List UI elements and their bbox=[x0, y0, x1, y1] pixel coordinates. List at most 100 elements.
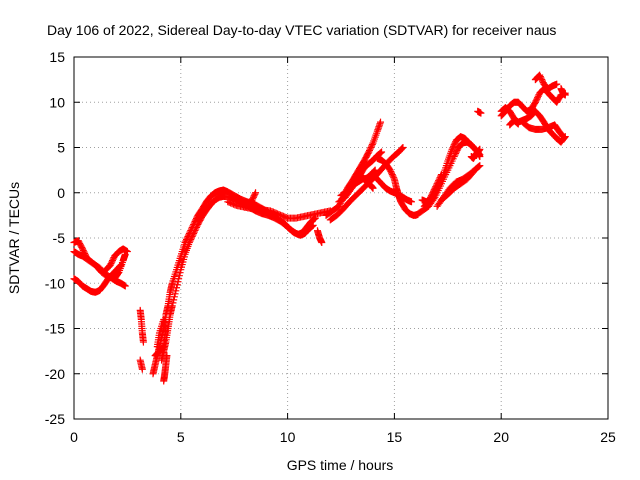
data-point bbox=[365, 148, 373, 156]
x-tick-label: 15 bbox=[387, 429, 403, 445]
data-point bbox=[176, 269, 184, 277]
data-point bbox=[513, 119, 521, 127]
data-point bbox=[378, 148, 386, 156]
data-point bbox=[109, 255, 117, 263]
data-point bbox=[158, 344, 166, 352]
data-point bbox=[553, 80, 561, 88]
data-point bbox=[368, 140, 376, 148]
data-point bbox=[187, 234, 195, 242]
y-tick-label: -20 bbox=[45, 366, 65, 382]
data-point bbox=[468, 169, 476, 177]
data-point bbox=[449, 142, 457, 150]
data-point bbox=[514, 119, 522, 127]
data-point bbox=[247, 198, 255, 206]
data-point bbox=[387, 168, 395, 176]
data-point bbox=[389, 172, 397, 180]
data-point bbox=[450, 141, 458, 149]
data-point bbox=[251, 190, 259, 198]
data-point bbox=[435, 177, 443, 185]
data-point bbox=[538, 76, 546, 84]
data-point bbox=[474, 163, 482, 171]
y-tick-label: 5 bbox=[57, 140, 65, 156]
data-point bbox=[434, 178, 442, 186]
data-point bbox=[537, 74, 545, 82]
chart-title: Day 106 of 2022, Sidereal Day-to-day VTE… bbox=[47, 22, 556, 38]
data-point bbox=[377, 118, 385, 126]
data-point bbox=[448, 145, 456, 153]
data-point bbox=[536, 71, 544, 79]
data-point bbox=[386, 166, 394, 174]
data-point bbox=[79, 245, 87, 253]
data-point bbox=[170, 296, 178, 304]
x-tick-label: 10 bbox=[280, 429, 296, 445]
data-point bbox=[432, 181, 440, 189]
data-point bbox=[388, 171, 396, 179]
data-point bbox=[163, 352, 171, 360]
data-point bbox=[249, 193, 257, 201]
data-point bbox=[107, 260, 115, 268]
y-axis-ticks: -25 -20 -15 -10 -5 0 5 10 15 bbox=[45, 49, 608, 427]
data-point bbox=[192, 225, 200, 233]
data-point bbox=[169, 299, 177, 307]
data-point bbox=[173, 281, 181, 289]
data-point bbox=[116, 263, 124, 271]
data-point bbox=[432, 183, 440, 191]
data-point bbox=[534, 94, 542, 102]
data-point bbox=[369, 184, 377, 192]
data-point bbox=[367, 144, 375, 151]
data-point bbox=[318, 239, 326, 247]
data-point bbox=[469, 168, 477, 176]
data-point bbox=[106, 261, 114, 269]
data-point bbox=[398, 144, 406, 152]
data-point bbox=[173, 284, 181, 292]
data-point bbox=[159, 343, 167, 351]
data-point bbox=[426, 195, 434, 203]
y-tick-label: -5 bbox=[53, 230, 66, 246]
data-point bbox=[532, 97, 540, 105]
data-point bbox=[398, 145, 406, 153]
y-tick-label: 15 bbox=[49, 49, 65, 65]
data-point bbox=[116, 262, 124, 270]
y-tick-label: -25 bbox=[45, 411, 65, 427]
data-point bbox=[451, 139, 459, 147]
data-point bbox=[429, 189, 437, 197]
data-point bbox=[430, 187, 438, 195]
data-point bbox=[108, 258, 116, 266]
data-point bbox=[189, 231, 197, 239]
data-point bbox=[450, 153, 458, 161]
data-point bbox=[153, 343, 161, 351]
data-point bbox=[175, 272, 183, 280]
x-tick-label: 20 bbox=[493, 429, 509, 445]
data-point bbox=[252, 189, 260, 197]
data-point bbox=[191, 226, 199, 234]
x-tick-label: 25 bbox=[600, 429, 616, 445]
data-point bbox=[435, 175, 443, 183]
data-point bbox=[377, 149, 385, 157]
data-point bbox=[190, 229, 198, 237]
data-point bbox=[476, 162, 484, 170]
data-point bbox=[437, 171, 445, 179]
x-axis-ticks: 0 5 10 15 20 25 bbox=[70, 57, 616, 445]
data-point bbox=[108, 257, 116, 265]
data-point bbox=[534, 92, 542, 100]
data-point bbox=[186, 237, 194, 245]
data-point bbox=[371, 166, 379, 174]
data-point bbox=[188, 232, 196, 240]
data-point bbox=[172, 287, 180, 295]
data-point bbox=[514, 120, 522, 128]
data-point bbox=[559, 133, 567, 141]
data-point bbox=[538, 77, 546, 85]
y-tick-label: -10 bbox=[45, 275, 65, 291]
data-point bbox=[174, 278, 182, 286]
data-point bbox=[79, 246, 87, 254]
data-points bbox=[70, 71, 569, 385]
data-point bbox=[476, 145, 484, 153]
data-point bbox=[531, 98, 539, 106]
data-point bbox=[431, 184, 439, 192]
data-point bbox=[536, 73, 544, 81]
data-point bbox=[452, 148, 460, 156]
data-point bbox=[561, 91, 569, 99]
data-point bbox=[310, 215, 318, 223]
data-point bbox=[475, 162, 483, 170]
